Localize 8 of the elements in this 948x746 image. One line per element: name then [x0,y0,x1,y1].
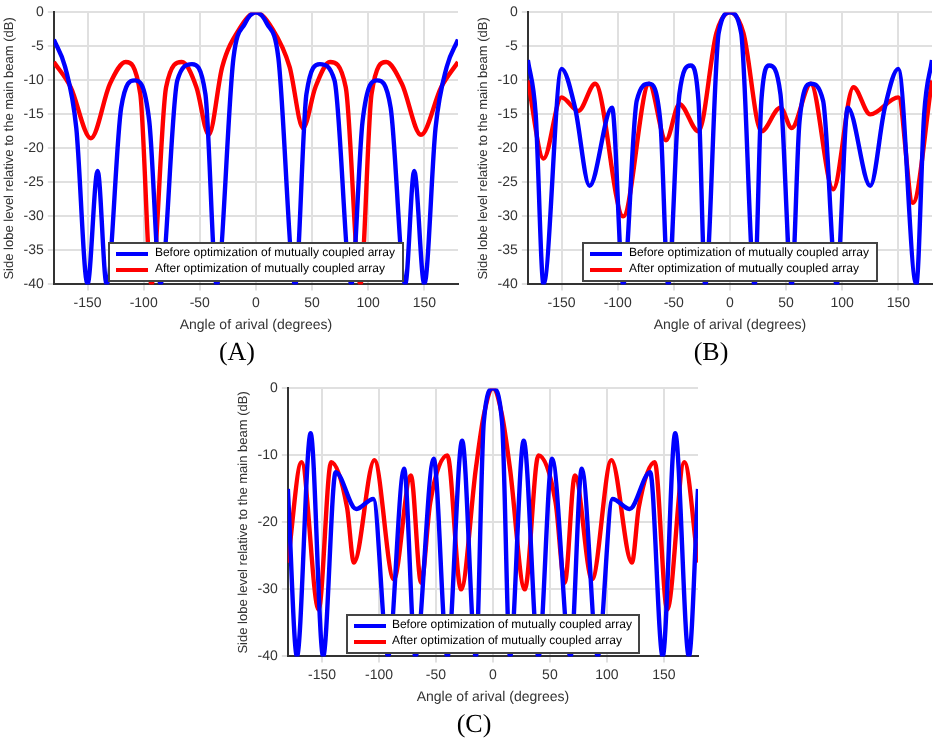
text: (A) [216,336,258,366]
text: (C) [454,708,494,738]
line-series [287,388,698,657]
line-series [527,12,932,285]
line-series [53,12,458,285]
text: (B) [691,336,731,366]
line-series [527,12,932,219]
line-series [287,388,698,612]
